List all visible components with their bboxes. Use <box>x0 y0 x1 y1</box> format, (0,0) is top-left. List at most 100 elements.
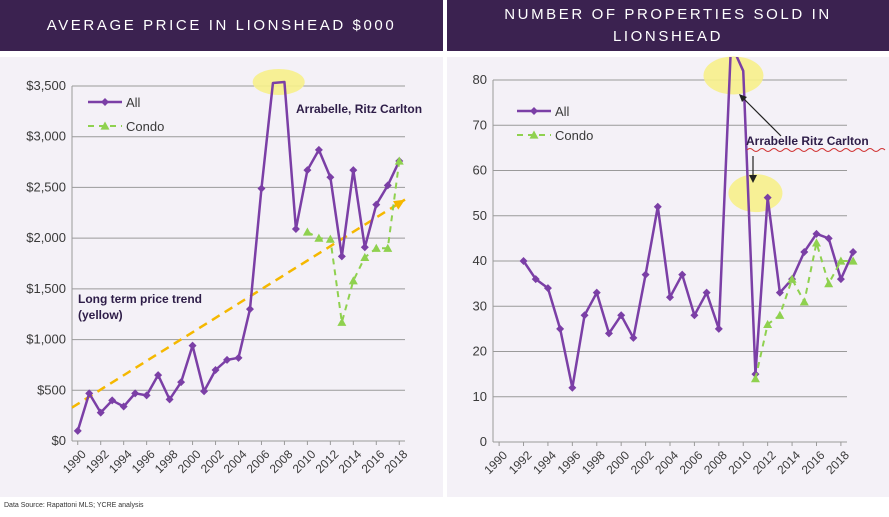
data-point-condo <box>371 243 381 252</box>
data-point-all <box>372 200 381 209</box>
series-line-all <box>76 80 401 432</box>
data-point-condo <box>337 317 347 326</box>
legend-label-all: All <box>126 95 141 110</box>
y-tick-label: $2,500 <box>26 179 66 194</box>
data-point-all <box>678 270 687 279</box>
price-chart: $0 $500 $1,000 $1,500 $2,000 $2,500 $3,000 $3,5… <box>26 68 422 476</box>
right-chart-header: NUMBER OF PROPERTIES SOLD IN LIONSHEAD <box>447 0 889 51</box>
data-point-all <box>763 193 772 202</box>
data-point-all <box>812 229 821 238</box>
y-tick-label: $3,500 <box>26 78 66 93</box>
x-tick-label: 2010 <box>290 447 319 476</box>
annotation-arrabelle: Arrabelle, Ritz Carlton <box>296 102 422 116</box>
y-tick-label: 10 <box>473 389 487 404</box>
data-point-all <box>291 225 300 234</box>
data-point-condo <box>824 279 834 288</box>
data-point-all <box>702 288 711 297</box>
left-chart-header: AVERAGE PRICE IN LIONSHEAD $000 <box>0 0 443 51</box>
x-tick-label: 1990 <box>481 448 510 477</box>
data-point-all <box>568 383 577 392</box>
data-point-condo <box>848 256 858 265</box>
y-tick-label: 40 <box>473 253 487 268</box>
data-point-all <box>211 366 220 374</box>
data-point-all <box>849 247 858 256</box>
x-tick-label: 2010 <box>726 448 755 477</box>
data-point-all <box>142 391 151 400</box>
x-tick-label: 2000 <box>175 447 204 476</box>
data-point-all <box>154 371 163 380</box>
x-tick-label: 2014 <box>336 447 365 476</box>
x-tick-label: 1998 <box>579 448 608 477</box>
highlight-ellipse <box>703 56 764 95</box>
y-tick-label: $500 <box>37 382 66 397</box>
x-tick-label: 2018 <box>382 447 411 476</box>
x-tick-label: 2008 <box>267 447 296 476</box>
trend-arrowhead <box>393 199 405 210</box>
legend-marker-all <box>530 107 538 115</box>
annotation-arrowhead-lower <box>749 175 757 183</box>
data-point-all <box>580 311 589 320</box>
x-tick-label: 2002 <box>628 448 657 477</box>
x-tick-label: 1990 <box>60 447 89 476</box>
y-tick-label: $1,000 <box>26 332 66 347</box>
y-tick-label: $0 <box>52 433 66 448</box>
data-point-all <box>641 270 650 279</box>
data-point-condo <box>787 274 797 283</box>
data-point-condo <box>383 243 393 252</box>
data-source-note: Data Source: Rapattoni MLS; YCRE analysi… <box>4 502 144 509</box>
price-chart-panel: $0 $500 $1,000 $1,500 $2,000 $2,500 $3,000 $3,5… <box>0 57 443 497</box>
x-tick-label: 2012 <box>313 447 342 476</box>
x-tick-label: 2012 <box>750 448 779 477</box>
y-tick-label: 50 <box>473 208 487 223</box>
highlight-ellipse <box>728 174 783 213</box>
data-point-all <box>519 257 528 265</box>
data-point-all <box>314 145 323 154</box>
data-point-all <box>188 341 197 350</box>
data-point-all <box>96 408 105 417</box>
data-point-all <box>775 288 784 297</box>
data-point-all <box>556 324 565 333</box>
y-tick-label: 30 <box>473 298 487 313</box>
data-point-condo <box>348 276 358 285</box>
left-chart-title: AVERAGE PRICE IN LIONSHEAD $000 <box>46 16 397 34</box>
data-point-all <box>337 252 346 261</box>
annotation-trend: Long term price trend <box>78 292 202 306</box>
x-tick-label: 1992 <box>83 447 112 476</box>
y-tick-label: 70 <box>473 117 487 132</box>
annotation-arrow-upper <box>742 97 782 137</box>
data-point-all <box>653 202 662 211</box>
data-point-all <box>629 333 638 342</box>
data-point-condo <box>836 256 846 265</box>
annotation-arrowhead-upper <box>739 94 747 102</box>
data-point-all <box>531 275 540 284</box>
x-tick-label: 1996 <box>129 447 158 476</box>
data-point-all <box>666 293 674 302</box>
data-point-all <box>604 329 613 338</box>
data-point-all <box>73 426 82 435</box>
trend-line <box>71 198 406 409</box>
data-point-condo <box>325 234 335 243</box>
data-point-all <box>824 234 833 243</box>
data-point-all <box>257 184 266 193</box>
data-point-all <box>85 389 94 398</box>
y-tick-label: 20 <box>473 344 487 359</box>
series-line-all <box>522 57 855 389</box>
spellcheck-underline <box>746 148 886 152</box>
data-point-condo <box>360 252 370 262</box>
data-point-all <box>800 247 809 256</box>
data-point-all <box>165 395 174 404</box>
data-point-condo <box>811 238 821 247</box>
data-point-all <box>245 305 254 314</box>
legend-marker-condo <box>100 121 110 130</box>
x-tick-label: 1994 <box>530 448 559 477</box>
data-point-all <box>690 311 699 320</box>
data-point-condo <box>763 319 773 328</box>
y-tick-label: $3,000 <box>26 129 66 144</box>
data-point-all <box>592 288 601 297</box>
data-point-all <box>234 353 243 362</box>
data-point-all <box>383 181 392 190</box>
sold-chart-panel: 0 10 20 30 40 50 60 70 80 1990 1992 1994 1996 1998 20… <box>447 56 889 497</box>
data-point-condo <box>314 233 324 242</box>
data-point-condo <box>775 310 785 319</box>
x-tick-label: 2014 <box>774 448 803 477</box>
